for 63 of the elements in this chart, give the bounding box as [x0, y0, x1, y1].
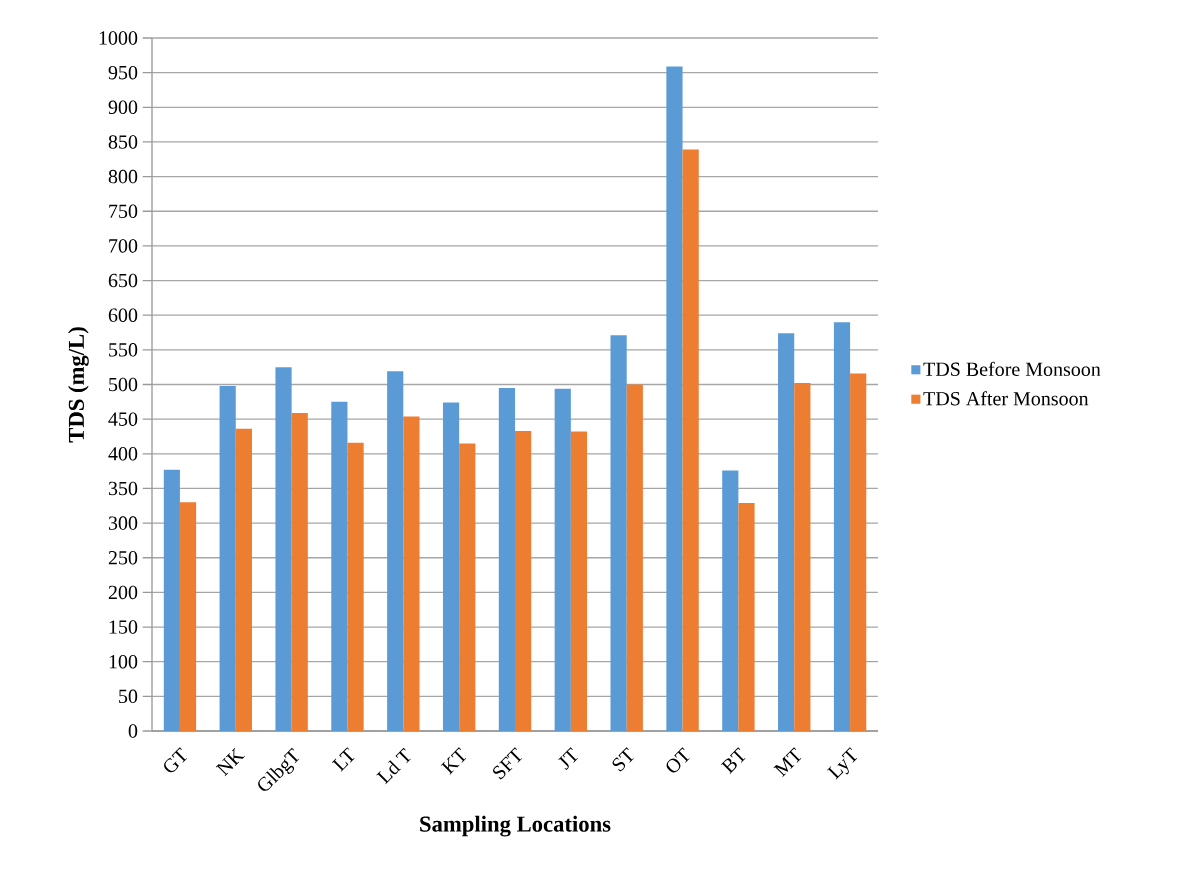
bar [291, 412, 308, 731]
y-tick-label: 150 [109, 620, 138, 634]
bar [794, 383, 811, 731]
y-tick-label: 200 [108, 585, 138, 600]
bar [738, 503, 755, 731]
bar [498, 387, 516, 731]
y-tick-label: 100 [109, 654, 138, 669]
y-tick-label: 450 [108, 412, 138, 426]
x-axis-title: Sampling Locations [420, 815, 611, 837]
bar [722, 470, 739, 731]
x-tick-label: LT [331, 747, 355, 772]
y-tick-label: 400 [108, 447, 138, 461]
x-tick-label: BT [720, 747, 746, 774]
legend-label: TDS After Monsoon [923, 391, 1089, 406]
y-axis-title: TDS (mg/L) [68, 327, 89, 443]
bar [833, 322, 851, 731]
bar [387, 371, 404, 731]
x-tick-label: LyT [826, 747, 858, 780]
y-tick-label: 600 [108, 308, 138, 322]
bar [275, 367, 292, 731]
bar [515, 430, 532, 731]
bar [347, 442, 364, 731]
x-tick-label: Ld T [376, 747, 411, 785]
y-tick-label: 500 [109, 377, 138, 392]
bar [570, 431, 588, 731]
bar [626, 384, 643, 731]
y-tick-label: 800 [108, 169, 138, 184]
y-tick-label: 700 [109, 239, 138, 253]
y-tick-label: 550 [109, 343, 138, 357]
x-tick-label: OT [666, 747, 690, 773]
bar [610, 335, 627, 731]
bar [219, 385, 236, 731]
bar [235, 428, 252, 731]
bar [459, 443, 476, 731]
bar [442, 402, 460, 731]
y-tick-label: 250 [108, 551, 138, 565]
bar [778, 333, 795, 731]
bar [331, 401, 348, 731]
y-tick-label: 0 [128, 724, 138, 738]
y-tick-label: 300 [108, 516, 138, 530]
x-tick-label: MT [773, 747, 802, 778]
bar [403, 416, 420, 731]
bar [682, 149, 699, 731]
bar [850, 373, 867, 731]
y-tick-label: 950 [108, 65, 138, 80]
y-tick-label: 50 [119, 689, 138, 704]
y-tick-label: 750 [109, 204, 138, 218]
x-tick-label: GT [164, 747, 188, 773]
y-tick-label: 900 [108, 100, 138, 115]
legend-label: TDS Before Monsoon [923, 361, 1101, 377]
y-tick-label: 850 [108, 135, 138, 149]
y-tick-label: 650 [108, 273, 138, 288]
x-tick-label: JT [558, 747, 578, 771]
x-tick-label: ST [612, 747, 634, 772]
x-tick-label: KT [440, 747, 467, 775]
y-tick-label: 350 [108, 481, 138, 496]
x-tick-label: NK [215, 747, 245, 777]
bar [179, 502, 197, 731]
x-tick-label: SFT [493, 747, 523, 780]
bar [554, 388, 571, 731]
bar [163, 469, 180, 731]
y-tick-label: 1000 [99, 31, 138, 45]
bar [666, 66, 683, 731]
